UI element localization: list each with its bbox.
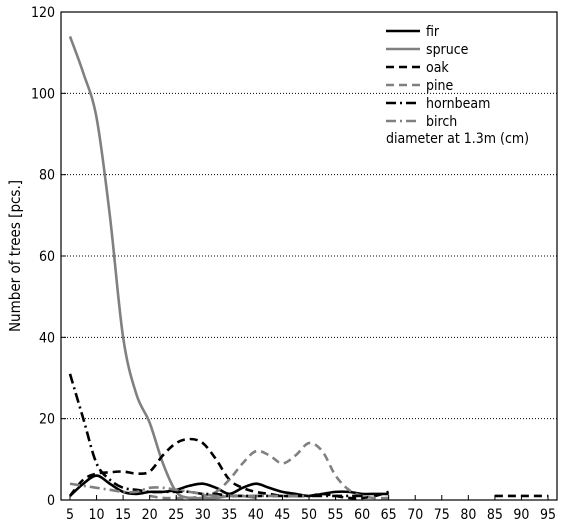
y-tick-label: 80 <box>39 168 55 184</box>
x-tick-label: 10 <box>89 507 105 523</box>
x-tick-label: 40 <box>248 507 264 523</box>
y-tick-label: 40 <box>39 330 55 346</box>
series-line-birch <box>69 482 310 498</box>
x-tick-label: 85 <box>487 507 503 523</box>
y-axis: 0 20 40 60 80 100 120 <box>31 5 66 509</box>
y-tick-label: 120 <box>31 5 55 21</box>
legend-label-spruce: spruce <box>426 42 469 58</box>
y-tick-label: 60 <box>39 249 55 265</box>
series-line-hornbeam <box>68 373 363 498</box>
x-tick-label: 35 <box>221 507 237 523</box>
legend: fir spruce oak pine hornbeam birch <box>386 24 490 130</box>
x-tick-label: 60 <box>354 507 370 523</box>
x-tick-label: 30 <box>195 507 211 523</box>
y-tick-label: 0 <box>47 493 55 509</box>
plot-frame <box>60 11 558 501</box>
x-tick-label: 70 <box>407 507 423 523</box>
legend-note: diameter at 1.3m (cm) <box>386 131 529 147</box>
x-tick-label: 50 <box>301 507 317 523</box>
series-line-fir <box>69 474 389 498</box>
x-tick-label: 45 <box>274 507 290 523</box>
x-tick-label: 65 <box>381 507 397 523</box>
y-tick-label: 100 <box>31 86 55 102</box>
legend-label-hornbeam: hornbeam <box>426 96 490 112</box>
x-axis: 5 10 15 20 25 30 35 40 45 50 55 60 65 70 75 80 85 90 95 <box>66 495 556 523</box>
x-tick-label: 75 <box>434 507 450 523</box>
x-tick-label: 95 <box>540 507 556 523</box>
x-tick-label: 5 <box>66 507 74 523</box>
x-tick-label: 20 <box>142 507 158 523</box>
y-tick-label: 20 <box>39 412 55 428</box>
legend-label-oak: oak <box>426 60 449 76</box>
legend-label-birch: birch <box>426 114 457 130</box>
x-tick-label: 80 <box>460 507 476 523</box>
x-tick-label: 15 <box>115 507 131 523</box>
x-tick-label: 25 <box>168 507 184 523</box>
plot-border <box>60 11 558 501</box>
series-line-spruce <box>68 35 257 500</box>
x-tick-label: 90 <box>513 507 529 523</box>
series-line-pine <box>149 441 389 500</box>
legend-label-fir: fir <box>426 24 440 40</box>
legend-label-pine: pine <box>426 78 453 94</box>
y-axis-title: Number of trees [pcs.] <box>6 180 24 332</box>
x-tick-label: 55 <box>328 507 344 523</box>
